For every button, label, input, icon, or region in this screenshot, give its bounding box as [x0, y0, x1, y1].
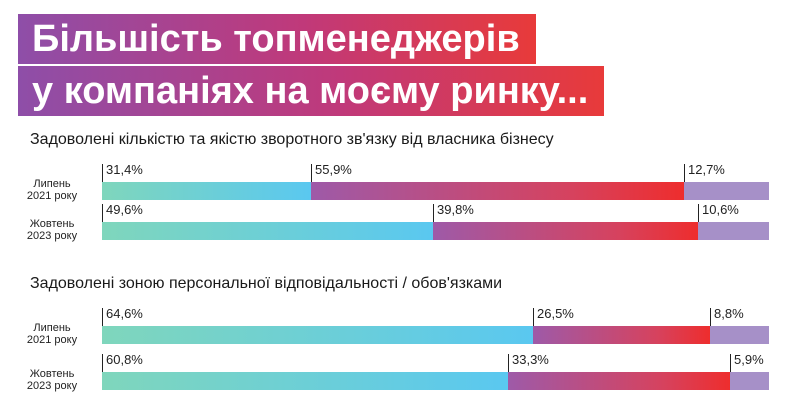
bar-segment [102, 182, 312, 200]
data-label: 8,8% [714, 306, 744, 321]
segment-tick [102, 354, 103, 372]
segment-tick [730, 354, 731, 372]
title-line-1: Більшість топменеджерів [18, 14, 536, 64]
bar-segment [684, 182, 769, 200]
bar-segment [729, 372, 769, 390]
row-label-line2: 2023 року [26, 380, 78, 392]
section-title: Задоволені зоною персональної відповідал… [30, 275, 503, 292]
data-label: 10,6% [702, 202, 739, 217]
row-label: Липень 2021 року [14, 322, 90, 346]
title-line-2: у компаніях на моєму ринку... [18, 66, 605, 116]
segment-tick [102, 164, 103, 182]
data-label: 5,9% [734, 352, 764, 367]
bar-segment [710, 326, 769, 344]
bar-segment [102, 326, 534, 344]
segment-tick [508, 354, 509, 372]
data-label: 31,4% [106, 162, 143, 177]
section-title: Задоволені кількістю та якістю зворотног… [30, 131, 554, 148]
row-label-line2: 2021 року [26, 334, 78, 346]
data-label: 39,8% [437, 202, 474, 217]
segment-tick [710, 308, 711, 326]
data-label: 12,7% [688, 162, 725, 177]
segment-tick [311, 164, 312, 182]
data-label: 60,8% [106, 352, 143, 367]
bar-segment [102, 222, 433, 240]
segment-tick [433, 204, 434, 222]
segment-tick [698, 204, 699, 222]
row-label-line1: Жовтень [29, 218, 75, 230]
row-label: Жовтень 2023 року [14, 218, 90, 242]
bar-segment [533, 326, 711, 344]
segment-tick [533, 308, 534, 326]
data-label: 55,9% [315, 162, 352, 177]
data-label: 26,5% [537, 306, 574, 321]
row-label: Жовтень 2023 року [14, 368, 90, 392]
segment-tick [102, 204, 103, 222]
row-label-line1: Жовтень [29, 368, 75, 380]
data-label: 33,3% [512, 352, 549, 367]
data-label: 64,6% [106, 306, 143, 321]
bar-segment [698, 222, 769, 240]
bar-segment [432, 222, 699, 240]
bar-segment [507, 372, 730, 390]
segment-tick [684, 164, 685, 182]
row-label: Липень 2021 року [14, 178, 90, 202]
segment-tick [102, 308, 103, 326]
row-label-line2: 2023 року [26, 230, 78, 242]
row-label-line1: Липень [33, 178, 71, 190]
bar-segment [311, 182, 685, 200]
row-label-line2: 2021 року [26, 190, 78, 202]
bar-segment [102, 372, 508, 390]
row-label-line1: Липень [33, 322, 71, 334]
data-label: 49,6% [106, 202, 143, 217]
